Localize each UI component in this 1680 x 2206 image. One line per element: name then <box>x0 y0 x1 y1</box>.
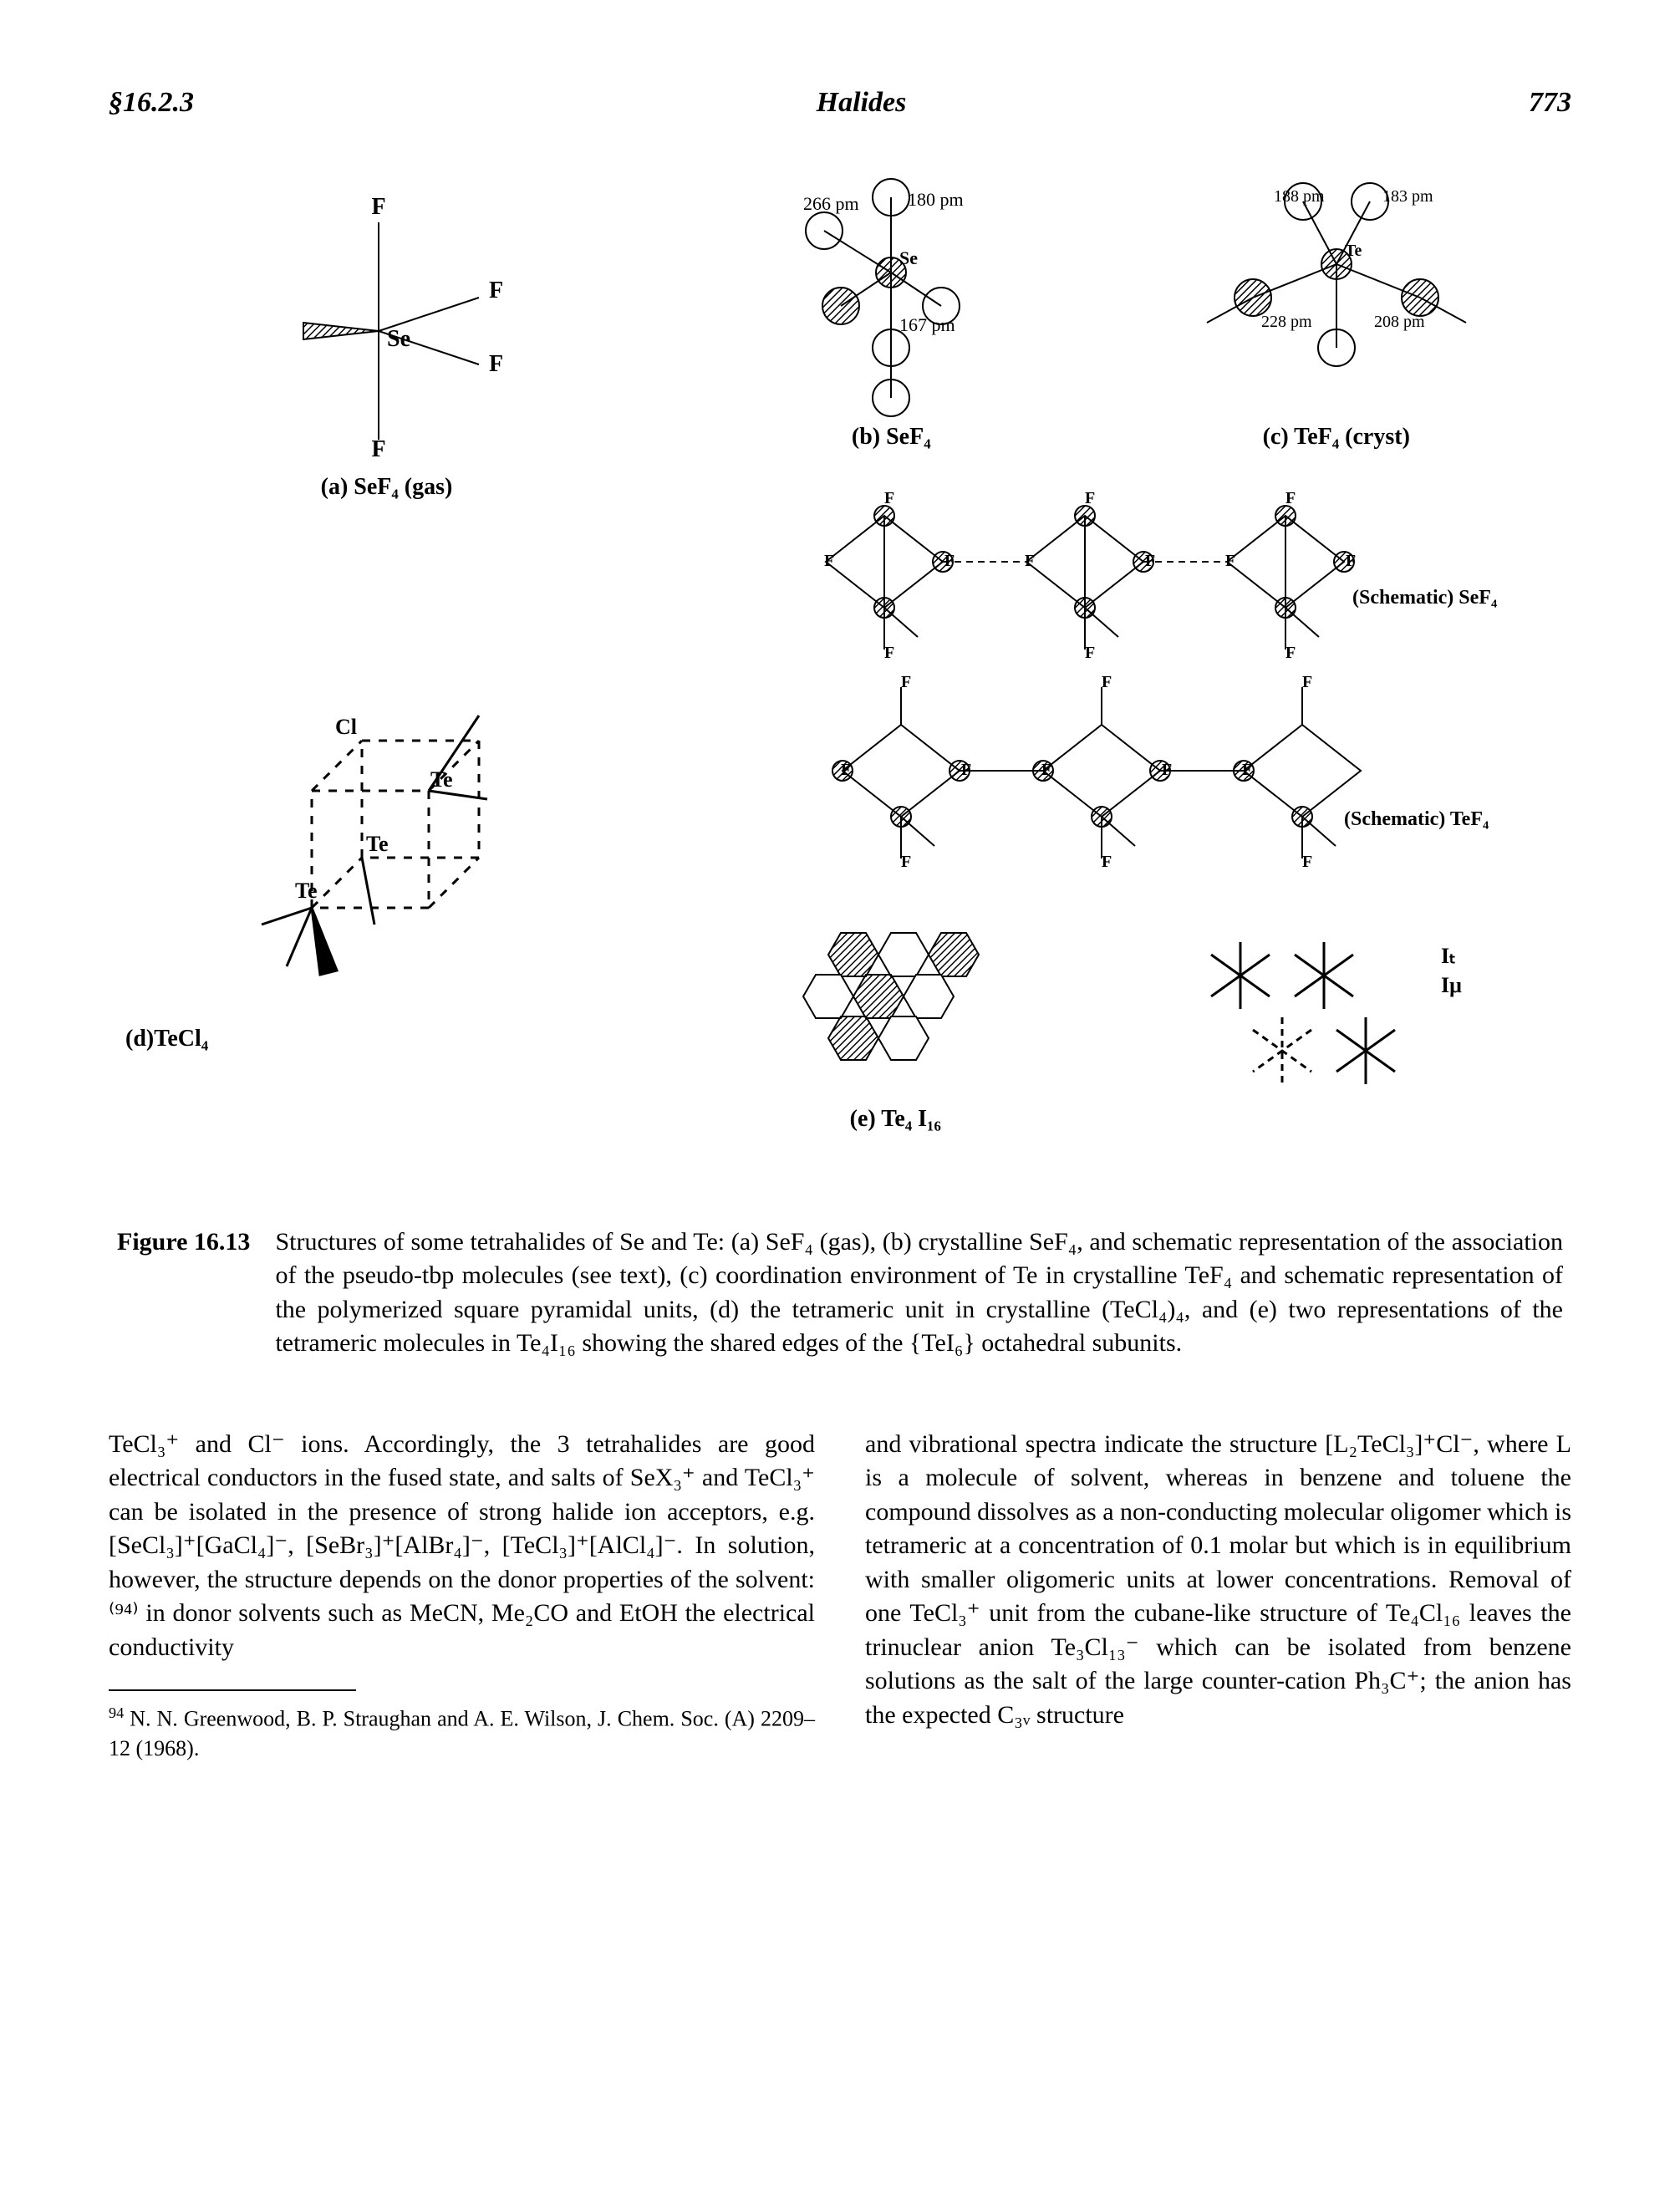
panel-c: 188 pm 183 pm 228 pm 208 pm Te (c) TeF₄ … <box>1194 164 1479 453</box>
svg-text:F: F <box>1102 853 1112 871</box>
svg-text:F: F <box>1285 644 1296 662</box>
svg-text:F: F <box>1242 761 1252 779</box>
panel-d-label: (d)TeCl₄ <box>125 1023 208 1055</box>
svg-text:Te: Te <box>1345 242 1362 260</box>
svg-text:F: F <box>371 194 385 220</box>
svg-text:F: F <box>944 552 955 570</box>
svg-text:F: F <box>489 278 503 303</box>
svg-text:F: F <box>1302 853 1312 871</box>
svg-text:Te: Te <box>295 879 318 903</box>
svg-text:208 pm: 208 pm <box>1374 313 1425 331</box>
svg-text:F: F <box>961 761 971 779</box>
tef4-crystal-diagram: 188 pm 183 pm 228 pm 208 pm Te <box>1194 164 1479 415</box>
figure-caption-text: Structures of some tetrahalides of Se an… <box>275 1225 1563 1361</box>
svg-text:F: F <box>1085 644 1095 662</box>
figure-caption: Figure 16.13 Structures of some tetrahal… <box>109 1225 1571 1361</box>
svg-text:F: F <box>1025 552 1035 570</box>
panel-schematic-sef4: F F F F F F F F F F F F (Schematic) SeF₄ <box>681 461 1571 662</box>
svg-text:F: F <box>901 673 911 691</box>
svg-text:F: F <box>371 436 385 462</box>
svg-text:F: F <box>1225 552 1235 570</box>
body-text: TeCl₃⁺ and Cl⁻ ions. Accordingly, the 3 … <box>109 1428 1571 1763</box>
left-paragraph: TeCl₃⁺ and Cl⁻ ions. Accordingly, the 3 … <box>109 1428 815 1665</box>
panel-c-label: (c) TeF₄ (cryst) <box>1263 421 1410 453</box>
page-title: Halides <box>194 84 1529 122</box>
svg-text:F: F <box>1041 761 1051 779</box>
svg-text:(Schematic) SeF₄: (Schematic) SeF₄ <box>1352 587 1497 609</box>
svg-text:Te: Te <box>366 832 389 856</box>
panel-e-label: (e) Te₄ I₁₆ <box>850 1103 941 1135</box>
svg-text:(Schematic) TeF₄: (Schematic) TeF₄ <box>1344 808 1489 830</box>
svg-text:228 pm: 228 pm <box>1261 313 1312 331</box>
sef4-gas-diagram: F F F F Se <box>253 164 521 465</box>
right-column: and vibrational spectra indicate the str… <box>865 1428 1571 1763</box>
panel-b-label: (b) SeF₄ <box>852 421 931 453</box>
svg-text:F: F <box>841 761 851 779</box>
schematic-sef4-diagram: FFFF FFFF FFFF (Schematic) SeF₄ <box>801 461 1453 662</box>
svg-text:188 pm: 188 pm <box>1274 187 1325 206</box>
svg-text:Iμ: Iμ <box>1441 973 1462 997</box>
svg-text:F: F <box>901 853 911 871</box>
svg-text:F: F <box>1302 673 1312 691</box>
left-column: TeCl₃⁺ and Cl⁻ ions. Accordingly, the 3 … <box>109 1428 815 1763</box>
section-number: §16.2.3 <box>109 84 194 122</box>
panel-e-left: (e) Te₄ I₁₆ <box>753 879 1037 1135</box>
svg-text:180 pm: 180 pm <box>908 189 964 210</box>
footnote: 94 N. N. Greenwood, B. P. Straughan and … <box>109 1703 815 1763</box>
te4i16-cluster <box>753 879 1037 1097</box>
panel-a: F F F F Se (a) SeF₄ (gas) <box>109 164 664 503</box>
right-paragraph: and vibrational spectra indicate the str… <box>865 1428 1571 1733</box>
svg-text:183 pm: 183 pm <box>1382 187 1433 206</box>
panel-d: Te Te Te Cl (d)TeCl₄ <box>109 520 664 1200</box>
svg-text:F: F <box>884 644 894 662</box>
svg-text:F: F <box>1102 673 1112 691</box>
footnote-num: 94 <box>109 1704 124 1721</box>
svg-text:F: F <box>1145 552 1155 570</box>
panel-a-label: (a) SeF₄ (gas) <box>321 471 453 503</box>
panel-e-right: Iₜ Iμ <box>1182 917 1499 1134</box>
svg-text:Te: Te <box>430 767 453 792</box>
running-head: §16.2.3 Halides 773 <box>109 84 1571 122</box>
footnote-text: N. N. Greenwood, B. P. Straughan and A. … <box>109 1707 815 1760</box>
sef4-crystal-diagram: 180 pm 266 pm 167 pm Se <box>774 164 1008 415</box>
svg-text:266 pm: 266 pm <box>803 193 859 214</box>
schematic-tef4-diagram: FFFF FFFF FFF (Schematic) TeF₄ <box>801 670 1453 871</box>
svg-text:F: F <box>1085 489 1095 507</box>
svg-text:F: F <box>489 351 503 377</box>
svg-text:F: F <box>884 489 894 507</box>
figure-number: Figure 16.13 <box>117 1225 250 1361</box>
svg-text:F: F <box>1162 761 1172 779</box>
panel-b: 180 pm 266 pm 167 pm Se (b) SeF₄ <box>774 164 1008 453</box>
figure-panels: F F F F Se (a) SeF₄ (gas) <box>109 164 1571 1200</box>
svg-text:F: F <box>1346 552 1356 570</box>
svg-text:F: F <box>1285 489 1296 507</box>
te4i16-octahedra: Iₜ Iμ <box>1182 917 1499 1134</box>
tecl4-diagram: Te Te Te Cl <box>237 665 537 1016</box>
svg-text:Cl: Cl <box>335 715 357 739</box>
svg-text:F: F <box>824 552 834 570</box>
panel-schematic-tef4: F F F F F F F F F F F (Schematic) TeF₄ <box>681 670 1571 871</box>
page-number: 773 <box>1529 84 1571 122</box>
footnote-rule <box>109 1689 356 1691</box>
svg-text:Se: Se <box>899 247 918 268</box>
svg-text:Se: Se <box>387 326 410 352</box>
svg-text:Iₜ: Iₜ <box>1441 944 1456 968</box>
svg-text:167 pm: 167 pm <box>899 314 955 335</box>
